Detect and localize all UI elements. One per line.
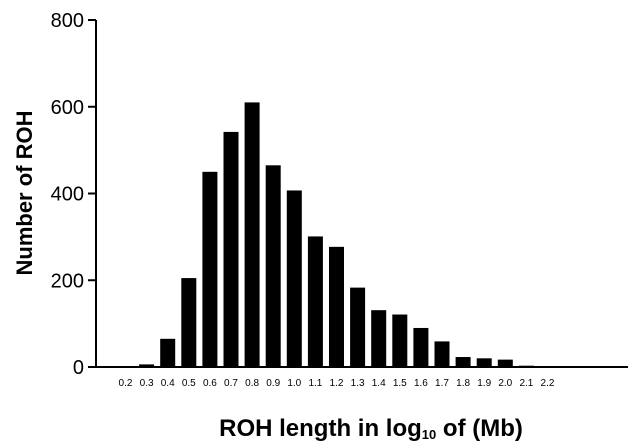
y-tick-label: 0 bbox=[73, 357, 84, 379]
x-axis-label-subscript: 10 bbox=[422, 427, 436, 442]
bar-0.5 bbox=[181, 278, 197, 367]
bar-0.9 bbox=[265, 165, 281, 367]
bar-2.1 bbox=[518, 365, 534, 367]
x-tick-label: 1.1 bbox=[308, 378, 322, 389]
bar-1.0 bbox=[286, 190, 302, 367]
x-tick-label: 0.6 bbox=[203, 378, 217, 389]
x-tick-label: 2.1 bbox=[519, 378, 533, 389]
plot-area: 0 200 400 600 800 0.2 0.3 0.4 0.5 0.6 0.7 0.8 0.9 1.0… bbox=[51, 10, 628, 389]
bar-0.3 bbox=[139, 364, 155, 367]
bar-1.3 bbox=[350, 287, 366, 367]
y-tick-label: 200 bbox=[51, 270, 84, 292]
bar-1.4 bbox=[371, 310, 387, 367]
x-axis-label-suffix: of (Mb) bbox=[436, 415, 523, 442]
x-tick-label: 1.3 bbox=[351, 378, 365, 389]
bar-1.1 bbox=[307, 236, 323, 367]
x-tick-label: 2.2 bbox=[541, 378, 555, 389]
x-tick-label: 0.5 bbox=[182, 378, 196, 389]
bar-0.6 bbox=[202, 171, 218, 367]
bar-1.6 bbox=[413, 327, 429, 367]
bar-2.2 bbox=[540, 366, 555, 367]
bar-1.9 bbox=[476, 358, 492, 367]
bar-0.7 bbox=[223, 131, 239, 367]
x-tick-label: 1.6 bbox=[414, 378, 428, 389]
bar-2.0 bbox=[497, 359, 513, 367]
x-axis-label: ROH length in log10 of (Mb) bbox=[219, 415, 523, 442]
x-axis-label-prefix: ROH length in log bbox=[219, 415, 422, 442]
x-tick-label: 1.9 bbox=[477, 378, 491, 389]
x-tick-label: 0.9 bbox=[266, 378, 280, 389]
y-tick-label: 800 bbox=[51, 10, 84, 32]
y-tick-label: 400 bbox=[51, 184, 84, 206]
x-tick-label: 1.2 bbox=[330, 378, 344, 389]
bar-1.7 bbox=[434, 341, 450, 367]
x-tick-label: 0.7 bbox=[224, 378, 238, 389]
bar-1.5 bbox=[392, 314, 408, 367]
bar-0.8 bbox=[244, 102, 260, 367]
x-tick-label: 0.4 bbox=[161, 378, 175, 389]
x-tick-label: 1.4 bbox=[372, 378, 386, 389]
x-tick-label: 1.0 bbox=[287, 378, 301, 389]
x-tick-label: 1.5 bbox=[393, 378, 407, 389]
bar-0.4 bbox=[160, 338, 176, 367]
x-tick-label: 1.8 bbox=[456, 378, 470, 389]
x-tick-label: 1.7 bbox=[435, 378, 449, 389]
bar-1.8 bbox=[455, 357, 471, 367]
x-tick-label: 0.2 bbox=[119, 378, 133, 389]
x-tick-label: 0.3 bbox=[140, 378, 154, 389]
y-tick-label: 600 bbox=[51, 97, 84, 119]
x-tick-label: 0.8 bbox=[245, 378, 259, 389]
x-tick-label: 2.0 bbox=[498, 378, 512, 389]
y-axis-label: Number of ROH bbox=[12, 111, 37, 276]
bar-1.2 bbox=[329, 246, 344, 367]
